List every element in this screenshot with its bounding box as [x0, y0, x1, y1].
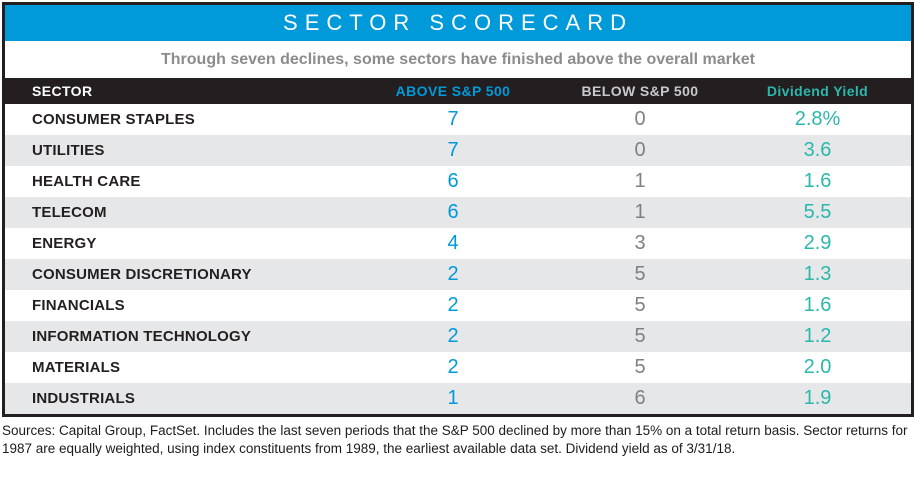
yield-cell: 5.5 [803, 201, 832, 223]
footnote: Sources: Capital Group, FactSet. Include… [2, 423, 908, 456]
sector-cell: TELECOM [32, 204, 107, 221]
above-cell: 2 [447, 294, 459, 316]
above-cell: 2 [447, 263, 459, 285]
sector-cell: INFORMATION TECHNOLOGY [32, 328, 252, 345]
below-cell: 1 [634, 201, 646, 223]
yield-cell: 1.9 [803, 387, 832, 409]
sector-cell: FINANCIALS [32, 297, 125, 314]
table-row: MATERIALS 2 5 2.0 [5, 352, 911, 383]
sector-cell: INDUSTRIALS [32, 390, 136, 407]
subtitle-bar: Through seven declines, some sectors hav… [5, 41, 911, 78]
yield-cell: 1.6 [803, 294, 832, 316]
yield-cell: 1.3 [803, 263, 832, 285]
above-cell: 6 [447, 201, 459, 223]
table-row: INFORMATION TECHNOLOGY 2 5 1.2 [5, 321, 911, 352]
table-row: ENERGY 4 3 2.9 [5, 228, 911, 259]
above-cell: 1 [447, 387, 459, 409]
yield-cell: 1.6 [803, 170, 832, 192]
below-cell: 1 [634, 170, 646, 192]
table-row: CONSUMER DISCRETIONARY 2 5 1.3 [5, 259, 911, 290]
sector-cell: UTILITIES [32, 142, 105, 159]
yield-cell: 2.0 [803, 356, 832, 378]
above-cell: 6 [447, 170, 459, 192]
table-row: CONSUMER STAPLES 7 0 2.8% [5, 104, 911, 135]
table-body: CONSUMER STAPLES 7 0 2.8% UTILITIES 7 0 … [5, 104, 911, 414]
yield-cell: 2.8% [794, 108, 841, 130]
column-header-above-sp500: ABOVE S&P 500 [395, 83, 511, 99]
column-header-sector: SECTOR [32, 83, 93, 99]
sector-cell: ENERGY [32, 235, 97, 252]
column-header-below-sp500: BELOW S&P 500 [581, 83, 699, 99]
table-row: UTILITIES 7 0 3.6 [5, 135, 911, 166]
subtitle: Through seven declines, some sectors hav… [161, 50, 755, 68]
sector-cell: HEALTH CARE [32, 173, 141, 190]
page-title: SECTOR SCORECARD [283, 10, 633, 35]
above-cell: 2 [447, 356, 459, 378]
yield-cell: 1.2 [803, 325, 832, 347]
below-cell: 6 [634, 387, 646, 409]
table-header-row: SECTOR ABOVE S&P 500 BELOW S&P 500 Divid… [5, 78, 911, 104]
above-cell: 4 [447, 232, 459, 254]
column-header-dividend-yield: Dividend Yield [766, 83, 869, 99]
sector-cell: MATERIALS [32, 359, 121, 376]
below-cell: 5 [634, 325, 646, 347]
above-cell: 7 [447, 139, 459, 161]
above-cell: 2 [447, 325, 459, 347]
sector-cell: CONSUMER STAPLES [32, 111, 195, 128]
below-cell: 5 [634, 356, 646, 378]
below-cell: 0 [634, 108, 646, 130]
yield-cell: 3.6 [803, 139, 832, 161]
title-bar: SECTOR SCORECARD [5, 5, 911, 41]
table-row: TELECOM 6 1 5.5 [5, 197, 911, 228]
table-row: FINANCIALS 2 5 1.6 [5, 290, 911, 321]
sector-cell: CONSUMER DISCRETIONARY [32, 266, 252, 283]
table-row: HEALTH CARE 6 1 1.6 [5, 166, 911, 197]
below-cell: 3 [634, 232, 646, 254]
below-cell: 0 [634, 139, 646, 161]
above-cell: 7 [447, 108, 459, 130]
table-row: INDUSTRIALS 1 6 1.9 [5, 383, 911, 414]
below-cell: 5 [634, 263, 646, 285]
yield-cell: 2.9 [803, 232, 832, 254]
below-cell: 5 [634, 294, 646, 316]
scorecard-card: SECTOR SCORECARD Through seven declines,… [2, 2, 914, 417]
